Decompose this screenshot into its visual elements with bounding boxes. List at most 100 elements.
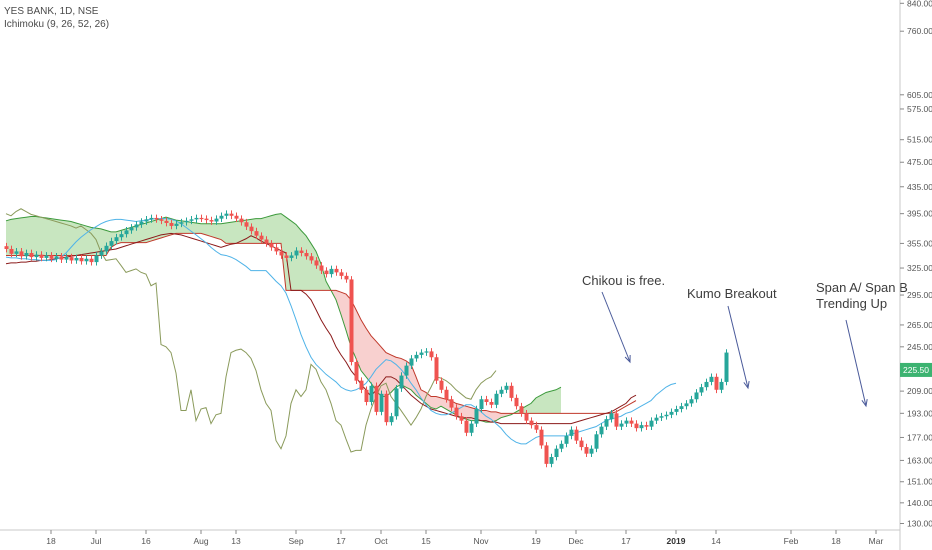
cloud-segment [276,213,281,244]
y-tick-label: 130.00 [907,518,932,528]
candle-body [314,260,319,266]
candle-body [399,375,404,389]
annotation-text: Chikou is free. [582,273,665,288]
candle-body [449,399,454,408]
cloud-segment [381,346,386,397]
candle-body [99,251,104,256]
indicator-legend: Ichimoku (9, 26, 52, 26) [4,19,110,30]
candles[interactable] [4,210,729,468]
cloud-segment [71,221,76,256]
candle-body [709,376,714,382]
x-tick-label: Feb [784,536,799,546]
cloud-segment [21,217,26,256]
x-tick-label: 2019 [667,536,686,546]
cloud-segment [366,328,371,384]
x-tick-label: 15 [421,536,431,546]
candle-body [484,399,489,403]
candle-body [249,226,254,232]
candle-body [529,420,534,426]
candle-body [379,393,384,412]
candle-body [304,253,309,257]
candle-body [544,445,549,464]
candle-body [124,230,129,235]
candle-body [624,420,629,424]
candle-body [674,409,679,412]
candle-body [644,425,649,427]
cloud-segment [41,217,46,256]
candle-body [689,399,694,404]
cloud-segment [556,387,561,414]
candle-body [24,253,29,257]
candle-body [339,272,344,276]
candle-body [504,385,509,390]
cloud-segment [36,216,41,256]
cloud-segment [196,222,201,234]
cloud-segment [536,395,541,414]
chikou-line [5,208,497,453]
candle-body [609,413,614,420]
x-tick-label: Oct [374,536,388,546]
candle-body [594,434,599,449]
annotation-line: Chikou is free. [582,273,665,288]
candle-body [14,251,19,254]
candle-body [699,387,704,393]
candle-body [134,224,139,228]
candle-body [464,420,469,433]
y-tick-label: 151.00 [907,477,932,487]
candle-body [204,218,209,221]
candle-body [224,213,229,216]
cloud-segment [341,292,346,331]
candle-body [189,219,194,221]
cloud-segment [141,222,146,243]
candle-body [59,256,64,260]
cloud-segment [81,224,86,256]
cloud-segment [301,230,306,291]
cloud-segment [356,309,361,371]
x-tick-label: 18 [46,536,56,546]
candle-body [409,358,414,366]
candle-body [514,397,519,407]
candle-body [489,402,494,405]
span-a-line [5,213,562,423]
cloud-segment [486,410,491,423]
cloud-segment [51,218,56,256]
candle-body [364,389,369,403]
candle-body [524,413,529,421]
y-tick-label: 163.00 [907,455,932,465]
candle-body [159,219,164,221]
candle-body [104,245,109,252]
candle-body [79,257,84,262]
x-tick-label: Jul [91,536,102,546]
candle-body [439,380,444,390]
candle-body [289,255,294,258]
cloud-segment [86,225,91,256]
candle-body [229,213,234,216]
candle-body [39,254,44,258]
candle-body [669,411,674,415]
y-tick-label: 295.00 [907,290,932,300]
cloud-segment [416,376,421,400]
annotation-line: Span A/ Span B [816,280,908,295]
candle-body [569,429,574,436]
annotation-arrow [601,291,631,363]
candle-body [459,416,464,421]
cloud-segment [26,216,31,256]
candle-body [184,220,189,223]
candle-body [539,429,544,446]
candle-body [724,352,729,382]
cloud-segment [46,217,51,256]
candle-body [679,406,684,410]
tenkan-line [5,218,677,445]
y-tick-label: 209.00 [907,386,932,396]
candle-body [629,420,634,424]
candle-body [434,357,439,381]
cloud-segment [16,217,21,256]
candle-body [384,393,389,423]
candle-body [194,217,199,220]
candle-body [704,381,709,388]
cloud-segment [231,221,236,244]
candle-body [499,389,504,394]
cloud-segment [551,389,556,414]
